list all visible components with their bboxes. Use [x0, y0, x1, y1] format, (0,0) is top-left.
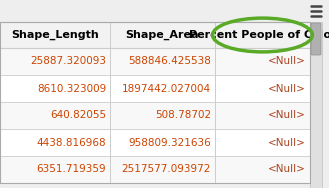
Bar [310, 22, 322, 188]
Text: 2517577.093972: 2517577.093972 [122, 164, 211, 174]
Text: 1897442.027004: 1897442.027004 [122, 83, 211, 93]
Text: <Null>: <Null> [268, 57, 306, 67]
Text: 588846.425538: 588846.425538 [128, 57, 211, 67]
Text: 25887.320093: 25887.320093 [30, 57, 106, 67]
Bar [0, 75, 310, 102]
Text: Shape_Length: Shape_Length [11, 30, 99, 40]
Text: <Null>: <Null> [268, 164, 306, 174]
Bar [0, 102, 310, 129]
Bar [0, 48, 310, 75]
Bar [0, 0, 329, 22]
Text: Percent People of Color: Percent People of Color [189, 30, 329, 40]
Text: 6351.719359: 6351.719359 [37, 164, 106, 174]
Text: 508.78702: 508.78702 [155, 111, 211, 121]
Bar [0, 22, 310, 183]
Text: 958809.321636: 958809.321636 [128, 137, 211, 148]
Text: 8610.323009: 8610.323009 [37, 83, 106, 93]
FancyBboxPatch shape [311, 23, 321, 55]
Text: 4438.816968: 4438.816968 [37, 137, 106, 148]
Text: <Null>: <Null> [268, 137, 306, 148]
Bar [0, 129, 310, 156]
Text: <Null>: <Null> [268, 83, 306, 93]
Bar [0, 156, 310, 183]
Text: 640.82055: 640.82055 [50, 111, 106, 121]
Text: Shape_Area: Shape_Area [126, 30, 199, 40]
Text: <Null>: <Null> [268, 111, 306, 121]
Bar [0, 22, 310, 48]
